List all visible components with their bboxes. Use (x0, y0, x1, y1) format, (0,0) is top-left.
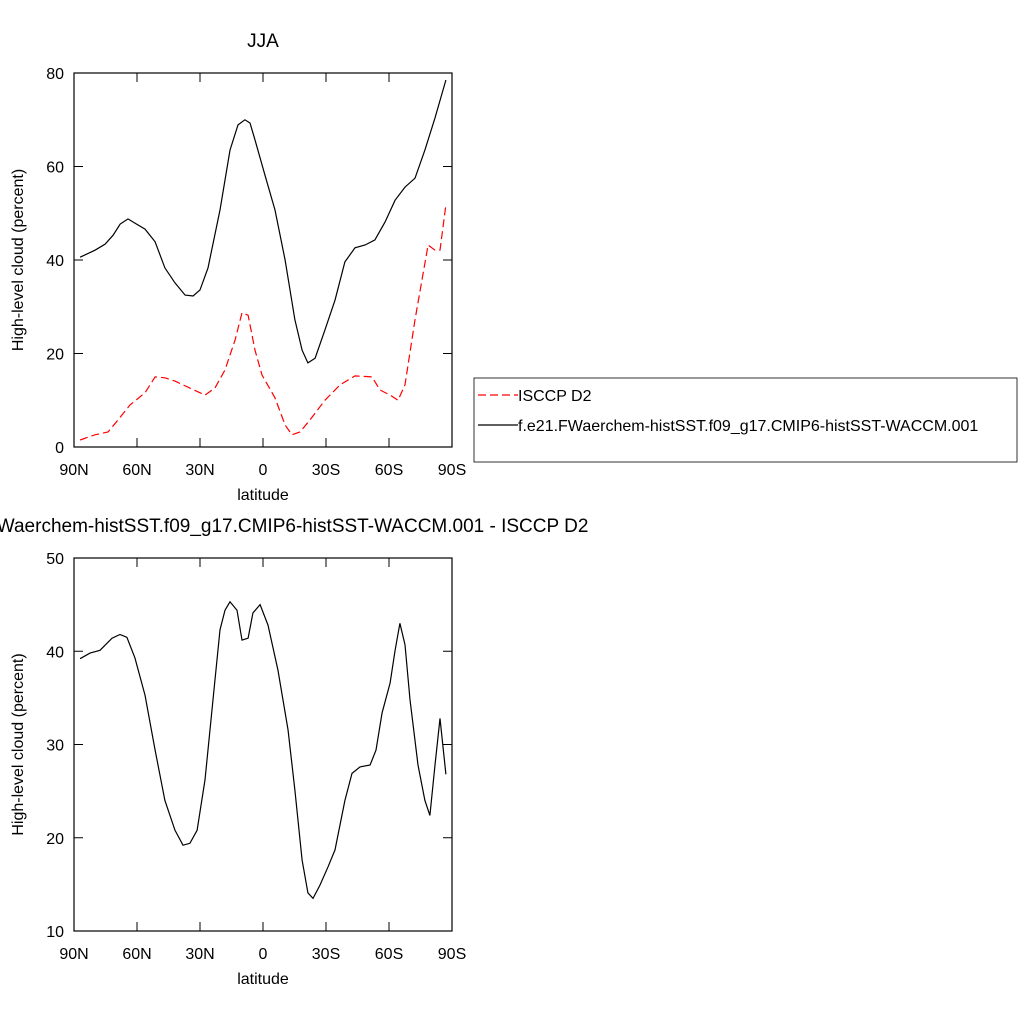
x-tick-label: 60N (122, 946, 151, 963)
chart-title: f.e21.FWaerchem-histSST.f09_g17.CMIP6-hi… (0, 516, 588, 537)
legend-label: ISCCP D2 (518, 388, 592, 405)
y-tick-label: 0 (55, 440, 64, 457)
x-tick-label: 30S (312, 946, 340, 963)
y-axis-label: High-level cloud (percent) (10, 653, 27, 835)
y-tick-label: 20 (46, 831, 64, 848)
plot-frame (73, 557, 453, 932)
x-axis-label: latitude (237, 971, 289, 988)
chart-title: JJA (247, 31, 279, 52)
x-tick-label: 90S (438, 462, 466, 479)
x-tick-label: 0 (259, 946, 268, 963)
x-tick-label: 60S (375, 462, 403, 479)
x-tick-label: 60N (122, 462, 151, 479)
legend-label: f.e21.FWaerchem-histSST.f09_g17.CMIP6-hi… (518, 418, 978, 435)
series-line (79, 204, 447, 441)
x-tick-label: 90N (59, 946, 88, 963)
x-tick-label: 90S (438, 946, 466, 963)
y-tick-label: 40 (46, 253, 64, 270)
y-tick-label: 20 (46, 347, 64, 364)
x-tick-label: 30N (185, 462, 214, 479)
y-tick-label: 80 (46, 66, 64, 83)
y-axis-label: High-level cloud (percent) (10, 169, 27, 351)
y-tick-label: 60 (46, 160, 64, 177)
x-tick-label: 60S (375, 946, 403, 963)
legend-box (473, 377, 1018, 463)
y-tick-label: 30 (46, 738, 64, 755)
y-tick-label: 10 (46, 924, 64, 941)
x-tick-label: 30N (185, 946, 214, 963)
x-axis-label: latitude (237, 487, 289, 504)
x-tick-label: 30S (312, 462, 340, 479)
x-tick-label: 90N (59, 462, 88, 479)
series-line (79, 79, 447, 364)
y-tick-label: 40 (46, 644, 64, 661)
y-tick-label: 50 (46, 551, 64, 568)
x-tick-label: 0 (259, 462, 268, 479)
plot-frame (73, 72, 453, 448)
series-line (79, 600, 447, 900)
